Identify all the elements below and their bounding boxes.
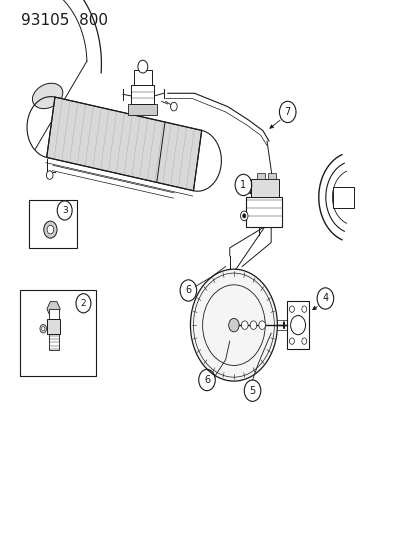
Bar xyxy=(48,334,58,350)
Circle shape xyxy=(289,306,294,312)
Circle shape xyxy=(240,211,247,221)
Circle shape xyxy=(249,321,256,329)
Polygon shape xyxy=(47,302,60,317)
Circle shape xyxy=(40,325,46,333)
Circle shape xyxy=(170,102,177,111)
Bar xyxy=(267,173,275,179)
Bar xyxy=(246,197,281,227)
Text: 4: 4 xyxy=(322,294,328,303)
Text: 2: 2 xyxy=(81,299,86,308)
Text: 6: 6 xyxy=(185,286,191,295)
Circle shape xyxy=(41,327,45,331)
Circle shape xyxy=(241,321,247,329)
Bar xyxy=(48,309,58,321)
Circle shape xyxy=(290,316,305,335)
Circle shape xyxy=(47,225,54,234)
Text: 93105  800: 93105 800 xyxy=(21,13,107,28)
Circle shape xyxy=(44,221,57,238)
Text: 3: 3 xyxy=(62,206,67,215)
Circle shape xyxy=(228,318,239,332)
Bar xyxy=(20,290,96,376)
Polygon shape xyxy=(47,97,201,191)
Bar xyxy=(128,104,157,115)
Circle shape xyxy=(190,269,277,381)
Text: 7: 7 xyxy=(284,107,290,117)
Bar xyxy=(131,85,154,104)
Bar xyxy=(133,70,152,85)
Circle shape xyxy=(301,306,306,312)
Text: 6: 6 xyxy=(204,375,209,385)
Circle shape xyxy=(138,60,147,73)
Text: 1: 1 xyxy=(240,180,246,190)
Polygon shape xyxy=(251,179,279,197)
Circle shape xyxy=(258,321,265,329)
Circle shape xyxy=(289,338,294,344)
Bar xyxy=(47,319,60,334)
Circle shape xyxy=(301,338,306,344)
Circle shape xyxy=(46,171,53,179)
Circle shape xyxy=(242,214,245,218)
Text: 5: 5 xyxy=(249,386,255,395)
Bar xyxy=(286,301,309,349)
Bar xyxy=(332,187,353,208)
Ellipse shape xyxy=(32,83,63,109)
Bar xyxy=(29,200,76,248)
Bar xyxy=(256,173,264,179)
